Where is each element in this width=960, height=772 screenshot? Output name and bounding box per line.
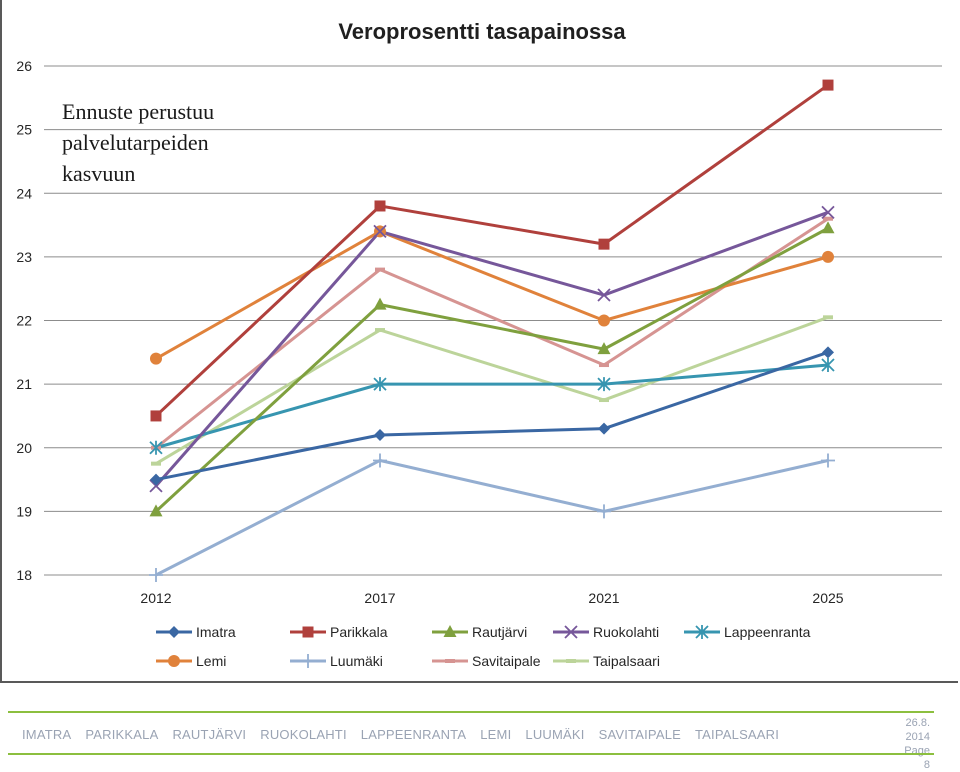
data-point-taipalsaari <box>599 398 609 403</box>
data-point-savitaipale <box>375 267 385 272</box>
legend-label: Taipalsaari <box>593 653 660 669</box>
chart-frame: Veroprosentti tasapainossa 18 19 20 21 22 23 24… <box>0 0 958 683</box>
data-point-luumäki <box>821 453 835 468</box>
footer-nav-imatra[interactable]: IMATRA <box>22 727 72 742</box>
footer-page-number: 8 <box>923 759 930 771</box>
footer-nav-ruokolahti[interactable]: RUOKOLAHTI <box>260 727 347 742</box>
footer-nav-parikkala[interactable]: PARIKKALA <box>85 727 159 742</box>
data-point-lemi <box>598 314 610 327</box>
data-point-lappeenranta <box>597 377 611 392</box>
series-line-rautjärvi <box>154 226 829 513</box>
series-line-imatra <box>155 350 829 482</box>
legend-label: Imatra <box>196 624 236 640</box>
y-tick-label: 26 <box>16 58 32 74</box>
y-tick-label: 20 <box>16 440 32 456</box>
series-line-parikkala <box>154 83 829 418</box>
legend-swatch-marker <box>566 659 576 663</box>
data-point-lappeenranta <box>821 358 835 373</box>
series-line-lappeenranta <box>155 363 829 450</box>
data-point-parikkala <box>374 200 386 212</box>
data-point-imatra <box>150 473 162 486</box>
legend-label: Ruokolahti <box>593 624 659 640</box>
footer-nav: IMATRA PARIKKALA RAUTJÄRVI RUOKOLAHTI LA… <box>22 727 779 745</box>
data-point-ruokolahti <box>373 224 387 239</box>
x-tick-label: 2025 <box>812 590 843 606</box>
data-point-taipalsaari <box>151 461 161 466</box>
footer-nav-luumaki[interactable]: LUUMÄKI <box>525 727 585 742</box>
data-point-rautjärvi <box>821 221 835 234</box>
footer-nav-lemi[interactable]: LEMI <box>480 727 512 742</box>
y-tick-label: 19 <box>16 503 32 519</box>
data-point-lemi <box>150 352 162 365</box>
footer-nav-lappeenranta[interactable]: LAPPEENRANTA <box>360 727 467 742</box>
footer-divider-top <box>8 711 934 713</box>
data-point-lappeenranta <box>373 377 387 392</box>
series-line-savitaipale <box>155 217 829 449</box>
legend-label: Savitaipale <box>472 653 541 669</box>
legend-swatch-marker <box>695 625 709 639</box>
data-point-luumäki <box>373 453 387 468</box>
chart-annotation-line: palvelutarpeiden <box>62 130 209 155</box>
legend-label: Lemi <box>196 653 226 669</box>
footer-page-label: Page <box>904 745 930 757</box>
y-tick-label: 24 <box>16 185 32 201</box>
data-point-lemi <box>822 250 834 263</box>
legend-swatch-marker <box>168 655 180 667</box>
footer-date: 26.8. 2014 Page 8 <box>884 716 930 772</box>
legend-label: Rautjärvi <box>472 624 527 640</box>
data-point-imatra <box>822 346 834 359</box>
x-tick-label: 2017 <box>364 590 395 606</box>
data-point-parikkala <box>598 238 610 250</box>
chart: Veroprosentti tasapainossa18192021222324… <box>16 19 942 669</box>
legend-swatch-marker <box>168 626 180 638</box>
series-line-taipalsaari <box>155 315 829 465</box>
y-tick-label: 25 <box>16 122 32 138</box>
footer-nav-savitaipale[interactable]: SAVITAIPALE <box>598 727 681 742</box>
legend-swatch-marker <box>443 625 457 637</box>
y-tick-label: 21 <box>16 376 32 392</box>
data-point-ruokolahti <box>149 479 163 493</box>
footer-date-day: 26.8. <box>905 717 930 729</box>
legend-label: Lappeenranta <box>724 624 811 640</box>
data-point-parikkala <box>822 79 834 91</box>
series-line-luumäki <box>155 458 829 577</box>
series-line-ruokolahti <box>154 210 829 487</box>
legend-swatch-marker <box>302 626 314 638</box>
legend-swatch-marker <box>564 625 578 639</box>
data-point-rautjärvi <box>373 297 387 310</box>
data-point-imatra <box>374 429 386 442</box>
data-point-imatra <box>598 422 610 435</box>
data-point-lappeenranta <box>149 440 163 455</box>
chart-annotation-line: kasvuun <box>62 161 135 186</box>
legend-swatch-marker <box>445 659 455 663</box>
x-tick-label: 2012 <box>140 590 171 606</box>
footer-date-year: 2014 <box>905 731 930 743</box>
data-point-rautjärvi <box>597 342 611 355</box>
data-point-savitaipale <box>599 363 609 368</box>
chart-annotation-line: Ennuste perustuu <box>62 99 214 124</box>
legend-swatch-marker <box>301 654 315 668</box>
footer-nav-taipalsaari[interactable]: TAIPALSAARI <box>695 727 780 742</box>
data-point-rautjärvi <box>149 504 163 517</box>
data-point-taipalsaari <box>823 315 833 320</box>
footer-nav-rautjarvi[interactable]: RAUTJÄRVI <box>172 727 247 742</box>
chart-title: Veroprosentti tasapainossa <box>338 19 626 44</box>
data-point-savitaipale <box>823 216 833 221</box>
y-tick-label: 18 <box>16 567 32 583</box>
y-tick-label: 23 <box>16 249 32 265</box>
legend-label: Parikkala <box>330 624 388 640</box>
y-tick-label: 22 <box>16 313 32 329</box>
data-point-taipalsaari <box>375 328 385 333</box>
data-point-parikkala <box>150 410 162 422</box>
data-point-luumäki <box>597 504 611 519</box>
data-point-luumäki <box>149 568 163 582</box>
x-tick-label: 2021 <box>588 590 619 606</box>
legend-label: Luumäki <box>330 653 383 669</box>
data-point-ruokolahti <box>821 205 835 219</box>
footer-divider-bottom <box>8 753 934 755</box>
data-point-ruokolahti <box>597 288 611 302</box>
